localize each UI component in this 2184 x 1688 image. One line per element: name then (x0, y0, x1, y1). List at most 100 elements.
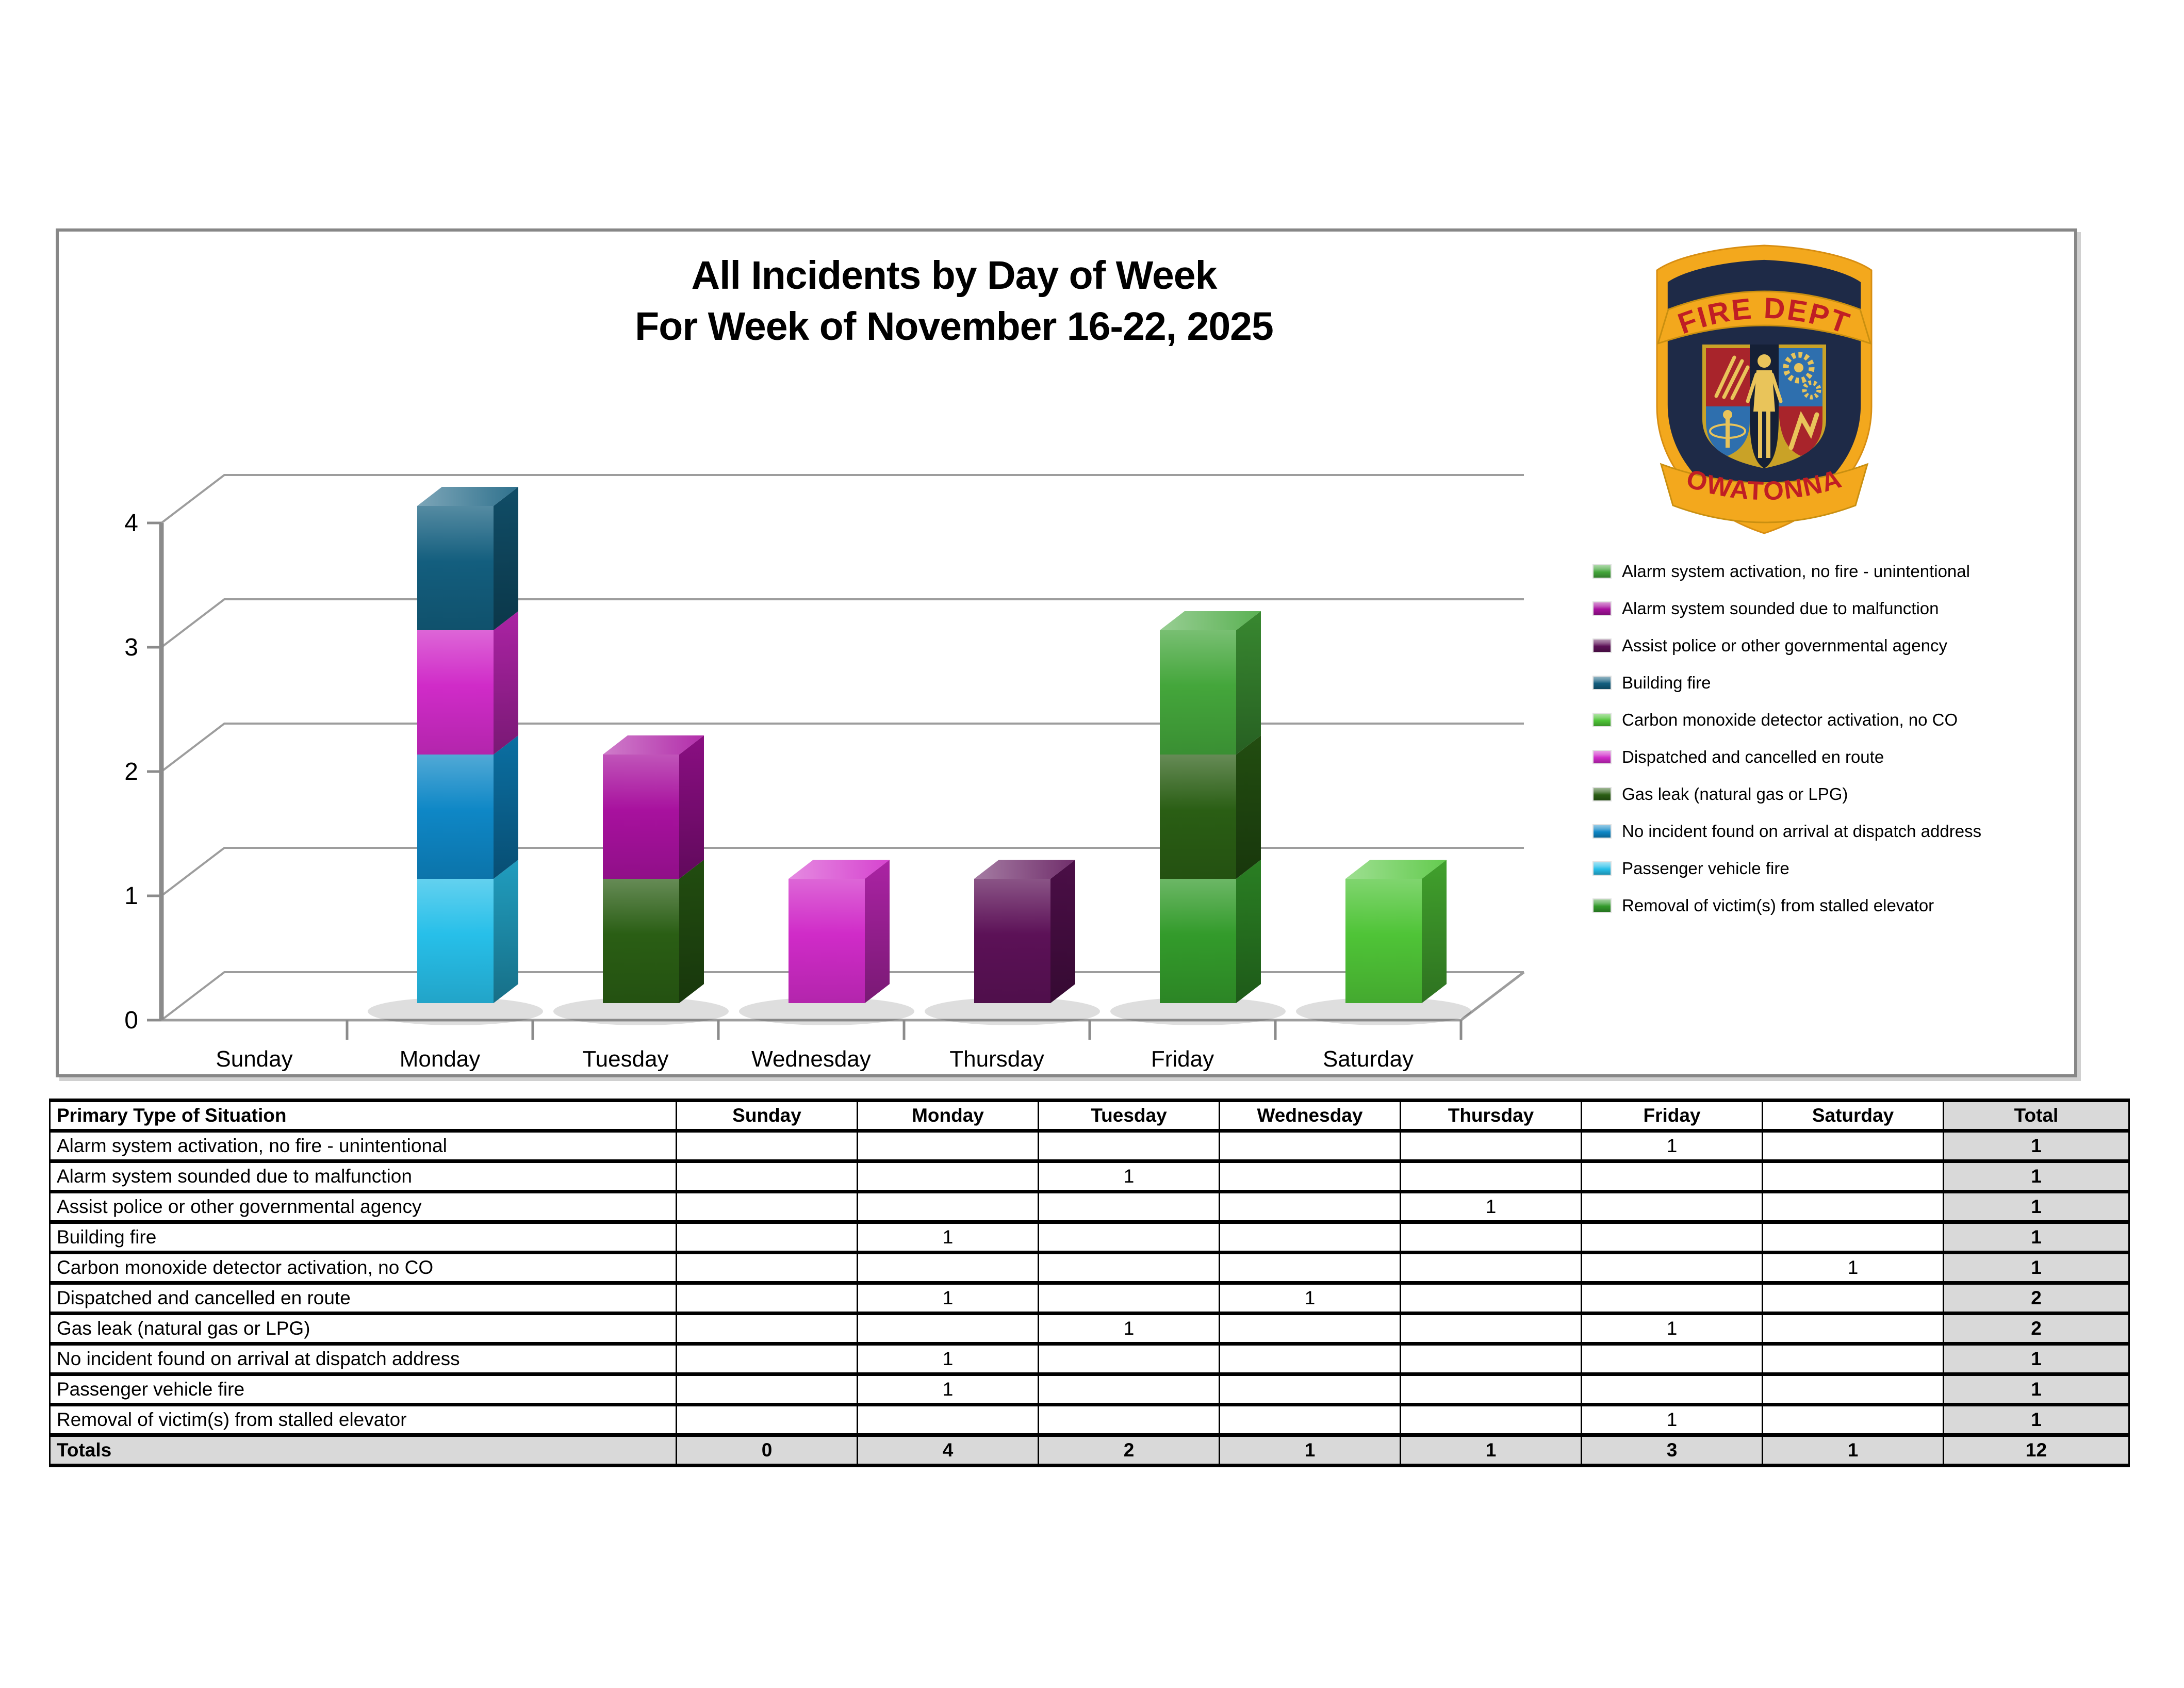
legend-color-chip (1592, 676, 1612, 690)
cell-6-5: 1 (1581, 1312, 1763, 1346)
bar-shadow (739, 997, 914, 1025)
x-axis-label-thursday: Thursday (949, 1046, 1044, 1072)
cell-8-3 (1219, 1372, 1401, 1406)
legend-label: Dispatched and cancelled en route (1622, 747, 1884, 766)
cell-0-5: 1 (1581, 1129, 1763, 1163)
gridline-1 (160, 847, 1524, 897)
cell-5-3: 1 (1219, 1281, 1401, 1315)
cell-1-5 (1581, 1159, 1763, 1193)
table-row-4: Carbon monoxide detector activation, no … (49, 1251, 2130, 1285)
bar-segment (789, 860, 890, 1003)
table-row-6: Gas leak (natural gas or LPG) 1 1 2 (49, 1312, 2130, 1346)
incident-summary-table: Primary Type of Situation Sunday Monday Tue… (49, 1099, 2130, 1467)
cell-4-1 (857, 1251, 1039, 1285)
cell-9-3 (1219, 1403, 1401, 1437)
table-row-8: Passenger vehicle fire 1 1 (49, 1372, 2130, 1406)
totals-cell-0: 0 (676, 1433, 858, 1467)
bar-segment (1160, 860, 1261, 1003)
cell-2-4: 1 (1400, 1190, 1582, 1224)
row-label: Gas leak (natural gas or LPG) (49, 1312, 677, 1346)
table-row-7: No incident found on arrival at dispatch… (49, 1342, 2130, 1376)
cell-4-6: 1 (1762, 1251, 1944, 1285)
bar-segment (974, 860, 1075, 1003)
cell-4-3 (1219, 1251, 1401, 1285)
legend-label: No incident found on arrival at dispatch… (1622, 822, 1982, 841)
row-total: 1 (1943, 1159, 2130, 1193)
chart-title-line2: For Week of November 16-22, 2025 (635, 304, 1274, 349)
incidents-chart: 0 1 2 3 4 Sunday Monday Tuesday Wednesday Thursda… (124, 474, 1525, 1072)
cell-6-4 (1400, 1312, 1582, 1346)
floor-right-edge (1460, 971, 1525, 1021)
cell-2-3 (1219, 1190, 1401, 1224)
cell-7-0 (676, 1342, 858, 1376)
cell-3-1: 1 (857, 1220, 1039, 1254)
cell-7-6 (1762, 1342, 1944, 1376)
y-axis-label-3: 3 (124, 634, 138, 661)
column-header-8: Total (1943, 1099, 2130, 1133)
table-header-row: Primary Type of Situation Sunday Monday Tue… (49, 1099, 2130, 1133)
totals-cell-1: 4 (857, 1433, 1039, 1467)
cell-3-6 (1762, 1220, 1944, 1254)
legend-color-chip (1592, 750, 1612, 764)
legend-color-chip (1592, 638, 1612, 653)
cell-6-6 (1762, 1312, 1944, 1346)
bar-segment (1345, 860, 1447, 1003)
x-axis-label-sunday: Sunday (216, 1046, 292, 1072)
cell-8-0 (676, 1372, 858, 1406)
row-total: 1 (1943, 1403, 2130, 1437)
bar-segment (417, 860, 518, 1003)
x-axis-label-wednesday: Wednesday (751, 1046, 871, 1072)
row-total: 1 (1943, 1220, 2130, 1254)
cell-4-2 (1038, 1251, 1220, 1285)
legend-color-chip (1592, 713, 1612, 727)
table-row-5: Dispatched and cancelled en route 1 1 2 (49, 1281, 2130, 1315)
row-label: Removal of victim(s) from stalled elevat… (49, 1403, 677, 1437)
y-axis-label-0: 0 (124, 1007, 138, 1034)
cell-4-4 (1400, 1251, 1582, 1285)
legend-item-0: Alarm system activation, no fire - unint… (1592, 553, 2046, 590)
cell-1-2: 1 (1038, 1159, 1220, 1193)
cell-8-2 (1038, 1372, 1220, 1406)
table-row-2: Assist police or other governmental agen… (49, 1190, 2130, 1224)
cell-1-0 (676, 1159, 858, 1193)
legend-label: Carbon monoxide detector activation, no … (1622, 710, 1958, 729)
legend-color-chip (1592, 564, 1612, 579)
fire-dept-logo: FIRE DEPT OWATONNA (1656, 244, 1873, 534)
row-total: 1 (1943, 1251, 2130, 1285)
totals-cell-2: 2 (1038, 1433, 1220, 1467)
cell-8-4 (1400, 1372, 1582, 1406)
gridline-4 (160, 474, 1524, 524)
legend-label: Gas leak (natural gas or LPG) (1622, 784, 1848, 804)
legend-color-chip (1592, 898, 1612, 913)
legend-item-3: Building fire (1592, 664, 2046, 701)
cell-3-4 (1400, 1220, 1582, 1254)
totals-label: Totals (49, 1433, 677, 1467)
gridline-2 (160, 723, 1524, 773)
cell-7-2 (1038, 1342, 1220, 1376)
cell-5-1: 1 (857, 1281, 1039, 1315)
bar-shadow (1110, 997, 1286, 1025)
cell-0-0 (676, 1129, 858, 1163)
table-row-0: Alarm system activation, no fire - unint… (49, 1129, 2130, 1163)
cell-5-2 (1038, 1281, 1220, 1315)
row-label: Alarm system sounded due to malfunction (49, 1159, 677, 1193)
cell-5-4 (1400, 1281, 1582, 1315)
cell-2-5 (1581, 1190, 1763, 1224)
cell-4-5 (1581, 1251, 1763, 1285)
cell-3-2 (1038, 1220, 1220, 1254)
badge-crest (1702, 345, 1826, 468)
legend-label: Alarm system sounded due to malfunction (1622, 599, 1939, 618)
column-header-0: Primary Type of Situation (49, 1099, 677, 1133)
column-header-2: Monday (857, 1099, 1039, 1133)
cell-7-4 (1400, 1342, 1582, 1376)
bar-segment (417, 487, 518, 630)
cell-5-5 (1581, 1281, 1763, 1315)
row-label: Alarm system activation, no fire - unint… (49, 1129, 677, 1163)
cell-6-2: 1 (1038, 1312, 1220, 1346)
cell-5-0 (676, 1281, 858, 1315)
column-header-4: Wednesday (1219, 1099, 1401, 1133)
cell-1-1 (857, 1159, 1039, 1193)
cell-9-5: 1 (1581, 1403, 1763, 1437)
row-total: 1 (1943, 1372, 2130, 1406)
legend-label: Passenger vehicle fire (1622, 859, 1789, 878)
